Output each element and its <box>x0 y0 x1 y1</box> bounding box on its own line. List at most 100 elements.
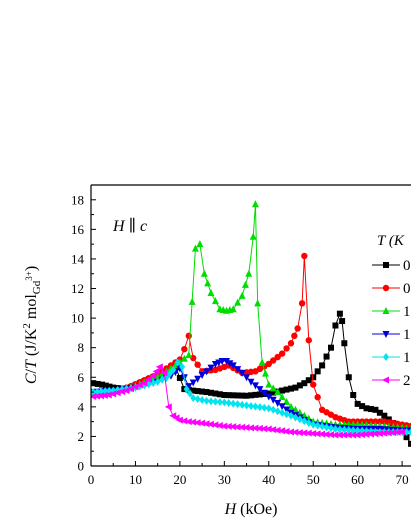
data-point <box>207 420 214 428</box>
data-point <box>140 379 148 387</box>
data-point <box>233 423 241 431</box>
y-ticks: 0 2 4 6 8 10 12 14 16 18 <box>71 192 96 474</box>
data-point <box>243 374 251 382</box>
legend-label: 1 <box>403 327 411 343</box>
series-layer <box>91 200 411 447</box>
data-point <box>368 406 374 413</box>
data-point <box>274 407 281 416</box>
data-point <box>359 403 366 410</box>
data-point <box>287 428 294 436</box>
y-tick-label: 6 <box>78 370 85 385</box>
legend-swatch-marker <box>382 284 390 292</box>
legend-entry-1: 0 <box>372 258 411 274</box>
data-point <box>220 422 228 430</box>
data-point <box>384 429 392 437</box>
data-point <box>97 392 104 400</box>
series-6 <box>91 363 406 439</box>
data-point <box>279 387 286 394</box>
data-point <box>179 362 186 371</box>
legend-entries: 0 0 1 1 1 2 <box>372 258 411 389</box>
legend-entry-4: 1 <box>372 327 411 343</box>
data-point <box>234 400 241 409</box>
data-point <box>353 431 361 439</box>
data-point <box>249 232 257 240</box>
data-point <box>256 391 263 398</box>
data-point <box>292 384 299 391</box>
data-point <box>367 430 374 438</box>
data-point <box>229 362 237 370</box>
data-point <box>230 399 237 408</box>
data-point <box>265 404 272 413</box>
data-point <box>185 351 193 359</box>
x-axis-title: H (kOe) <box>224 501 278 518</box>
data-point <box>332 425 339 434</box>
data-point <box>340 431 348 439</box>
data-point <box>202 420 210 428</box>
data-point <box>305 377 312 384</box>
data-point <box>190 393 197 402</box>
x-tick-label: 60 <box>351 472 364 487</box>
data-point <box>144 375 152 383</box>
data-point <box>305 337 312 344</box>
data-point <box>265 393 273 401</box>
data-point <box>323 353 330 360</box>
data-point <box>270 405 277 414</box>
data-point <box>328 344 334 351</box>
data-point <box>154 377 161 386</box>
data-point <box>248 401 254 410</box>
data-point <box>215 421 223 429</box>
data-point <box>252 402 259 411</box>
data-point <box>376 409 383 416</box>
data-point <box>314 368 321 375</box>
data-point <box>309 429 317 437</box>
data-point <box>198 419 206 427</box>
data-point <box>283 410 290 419</box>
data-point <box>203 389 210 396</box>
data-point <box>345 374 352 381</box>
legend-swatch-marker <box>382 307 390 314</box>
data-point <box>283 345 290 352</box>
data-point <box>292 413 299 422</box>
data-point <box>362 430 370 438</box>
data-point <box>245 269 253 277</box>
legend-entry-2: 0 <box>372 281 411 297</box>
y-tick-label: 0 <box>78 459 85 474</box>
data-point <box>274 353 281 361</box>
data-point <box>381 412 388 419</box>
data-point <box>256 386 264 394</box>
legend-entry-3: 1 <box>372 304 411 320</box>
data-point <box>296 382 303 389</box>
data-point <box>358 431 366 439</box>
data-point <box>208 389 214 396</box>
data-point <box>223 357 231 365</box>
data-point <box>269 426 277 434</box>
data-point <box>91 380 97 387</box>
data-point <box>331 431 339 439</box>
legend-label: 1 <box>403 350 411 366</box>
data-point <box>166 369 173 378</box>
data-point <box>194 394 201 403</box>
data-point <box>389 429 397 437</box>
data-point <box>254 299 262 307</box>
data-point <box>296 408 304 416</box>
data-point <box>234 298 242 306</box>
data-point <box>269 384 277 392</box>
x-ticks: 0 10 20 30 40 50 60 70 <box>88 461 409 487</box>
data-point <box>282 427 290 435</box>
legend-label: 0 <box>403 281 411 297</box>
data-point <box>260 389 268 397</box>
data-point <box>152 367 160 375</box>
data-point <box>203 396 210 405</box>
data-point <box>294 325 301 332</box>
legend-label: 2 <box>403 373 411 389</box>
data-point <box>295 429 303 437</box>
data-point <box>273 426 281 434</box>
data-point <box>288 411 294 420</box>
data-point <box>194 388 201 395</box>
data-point <box>241 280 249 288</box>
data-point <box>170 365 177 374</box>
data-point <box>408 427 411 436</box>
data-point <box>226 360 234 368</box>
data-point <box>339 318 346 325</box>
data-point <box>247 378 255 386</box>
